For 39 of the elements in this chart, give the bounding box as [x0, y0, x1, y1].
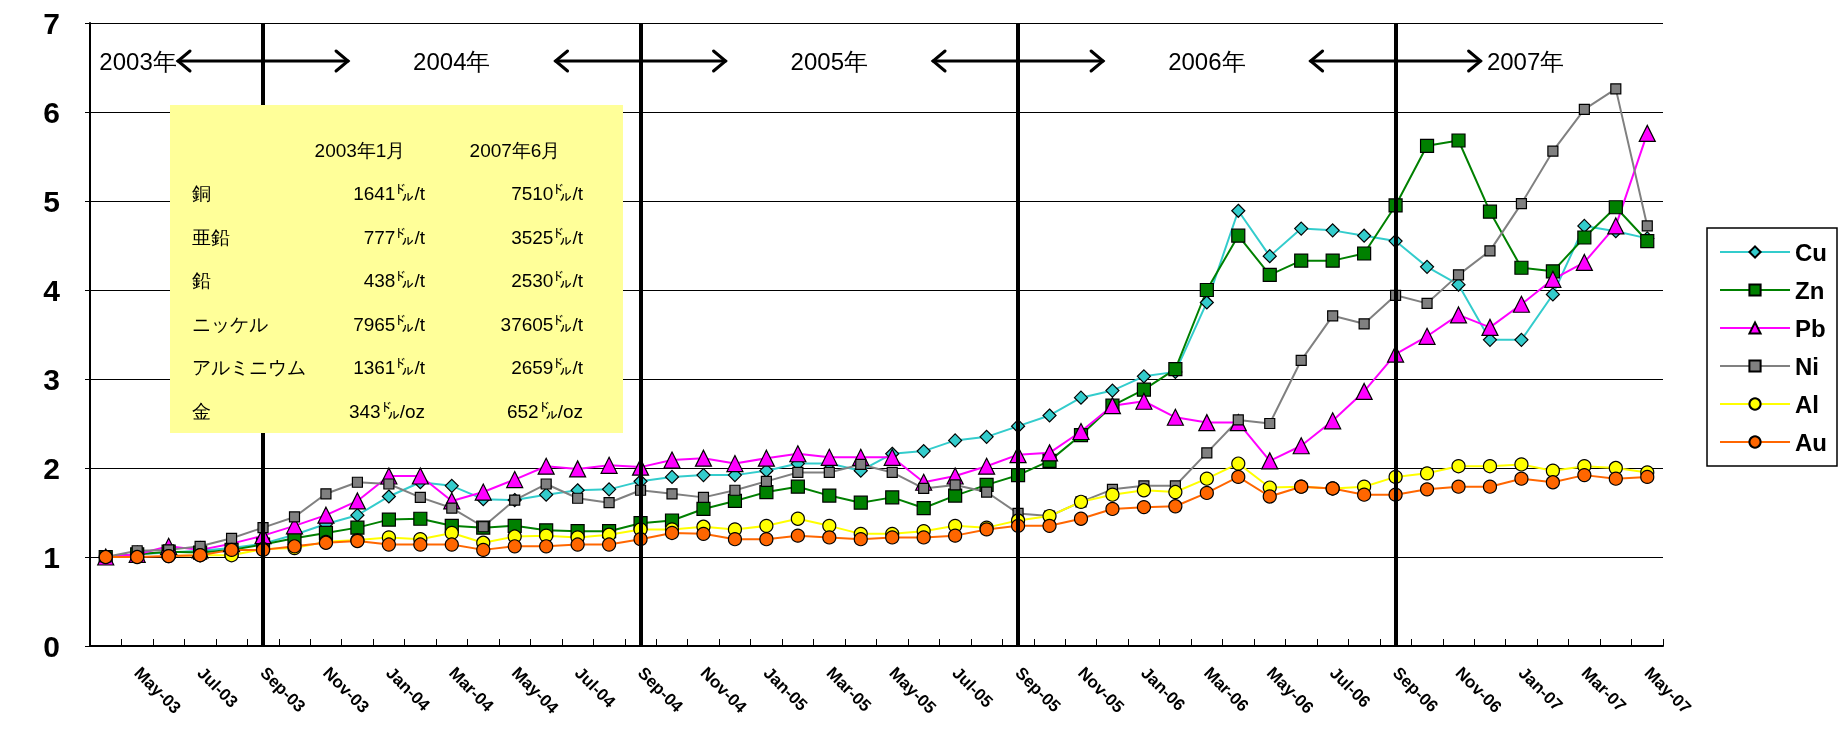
annotation: 1361㌦/t — [353, 357, 426, 378]
annotation: 37605㌦/t — [500, 313, 584, 335]
annotation: 7965㌦/t — [353, 313, 426, 335]
y-tick-label: 2 — [43, 451, 60, 485]
y-tick-label: 0 — [43, 629, 60, 663]
legend-label: Ni — [1795, 352, 1820, 380]
annotation: 652㌦/oz — [506, 400, 583, 422]
annotation: アルミニウム — [192, 357, 306, 378]
y-tick-label: 3 — [43, 362, 60, 396]
annotation: 2005年 — [790, 47, 869, 75]
annotation: 3525㌦/t — [511, 226, 584, 248]
annotation: 金 — [192, 400, 211, 422]
y-tick-label: 6 — [43, 95, 60, 129]
annotation: 343㌦/oz — [348, 400, 425, 422]
legend-label: Al — [1795, 390, 1820, 418]
annotation: 2006年 — [1168, 47, 1246, 75]
annotation: 亜鉛 — [192, 226, 230, 248]
annotation: 2530㌦/t — [511, 270, 584, 291]
annotation: ニッケル — [192, 313, 268, 335]
annotation: 2003年 — [99, 47, 177, 75]
legend-label: Au — [1795, 428, 1828, 456]
annotation: 7510㌦/t — [511, 183, 584, 204]
annotation: 2659㌦/t — [511, 357, 584, 378]
annotation: 438㌦/t — [363, 270, 426, 291]
legend-label: Pb — [1795, 314, 1826, 342]
annotation: 銅 — [192, 183, 211, 204]
annotation: 2003年1月 — [314, 139, 406, 161]
legend-label: Cu — [1795, 238, 1828, 266]
annotation: 2004年 — [413, 47, 491, 75]
annotation: 鉛 — [192, 270, 211, 291]
annotation: 1641㌦/t — [353, 183, 426, 204]
annotation: 2007年6月 — [469, 139, 561, 161]
annotation: 2007年 — [1486, 47, 1565, 75]
legend-label: Zn — [1795, 276, 1825, 304]
y-tick-label: 1 — [43, 540, 60, 574]
y-tick-label: 4 — [43, 273, 61, 307]
annotation: 777㌦/t — [363, 226, 426, 248]
y-tick-label: 7 — [43, 6, 60, 40]
y-tick-label: 5 — [43, 184, 60, 218]
